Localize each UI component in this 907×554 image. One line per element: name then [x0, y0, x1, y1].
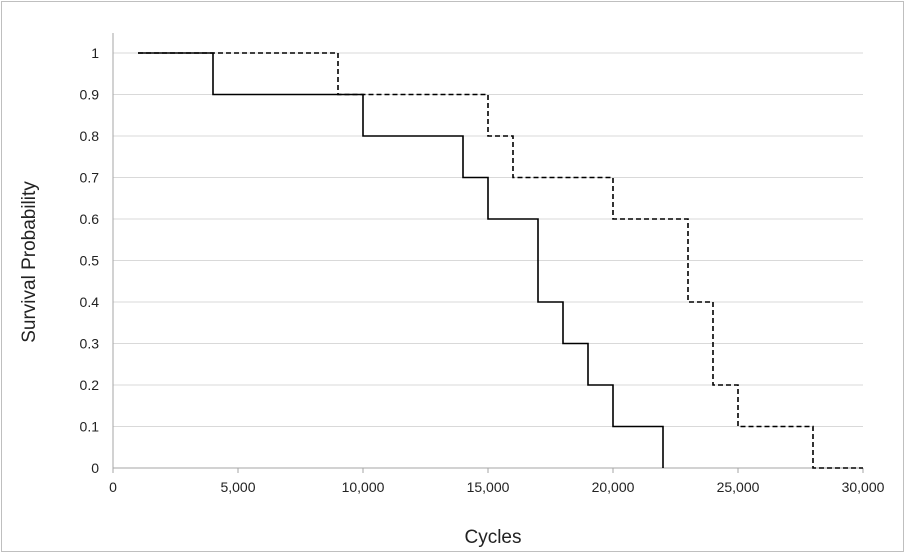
- y-tick-label: 0.2: [80, 377, 100, 393]
- x-tick-label: 20,000: [592, 479, 635, 495]
- x-axis-title: Cycles: [464, 527, 521, 548]
- y-tick-label: 0: [91, 460, 99, 476]
- x-tick-labels: 0 5,000 10,000 15,000 20,000 25,000 30,000: [109, 479, 885, 495]
- y-tick-labels: 0 0.1 0.2 0.3 0.4 0.5 0.6 0.7 0.8 0.9 1: [80, 45, 100, 476]
- dashed-survival-line: [138, 52, 863, 469]
- gridlines: [113, 52, 863, 427]
- x-tick-label: 0: [109, 479, 117, 495]
- x-tick-label: 15,000: [467, 479, 510, 495]
- y-tick-label: 0.4: [80, 294, 100, 310]
- y-tick-label: 0.6: [80, 211, 100, 227]
- y-tick-label: 0.5: [80, 253, 100, 269]
- y-tick-label: 0.7: [80, 170, 100, 186]
- x-tick-label: 25,000: [717, 479, 760, 495]
- y-tick-label: 0.9: [80, 87, 100, 103]
- y-tick-label: 0.3: [80, 336, 100, 352]
- y-tick-label: 0.8: [80, 128, 100, 144]
- x-tick-label: 10,000: [342, 479, 385, 495]
- x-tick-label: 5,000: [220, 479, 255, 495]
- y-tick-label: 0.1: [80, 419, 100, 435]
- y-tick-label: 1: [91, 45, 99, 61]
- series-group: [138, 52, 863, 469]
- x-tick-label: 30,000: [842, 479, 885, 495]
- axes: [112, 33, 864, 473]
- y-axis-title: Survival Probability: [19, 181, 40, 343]
